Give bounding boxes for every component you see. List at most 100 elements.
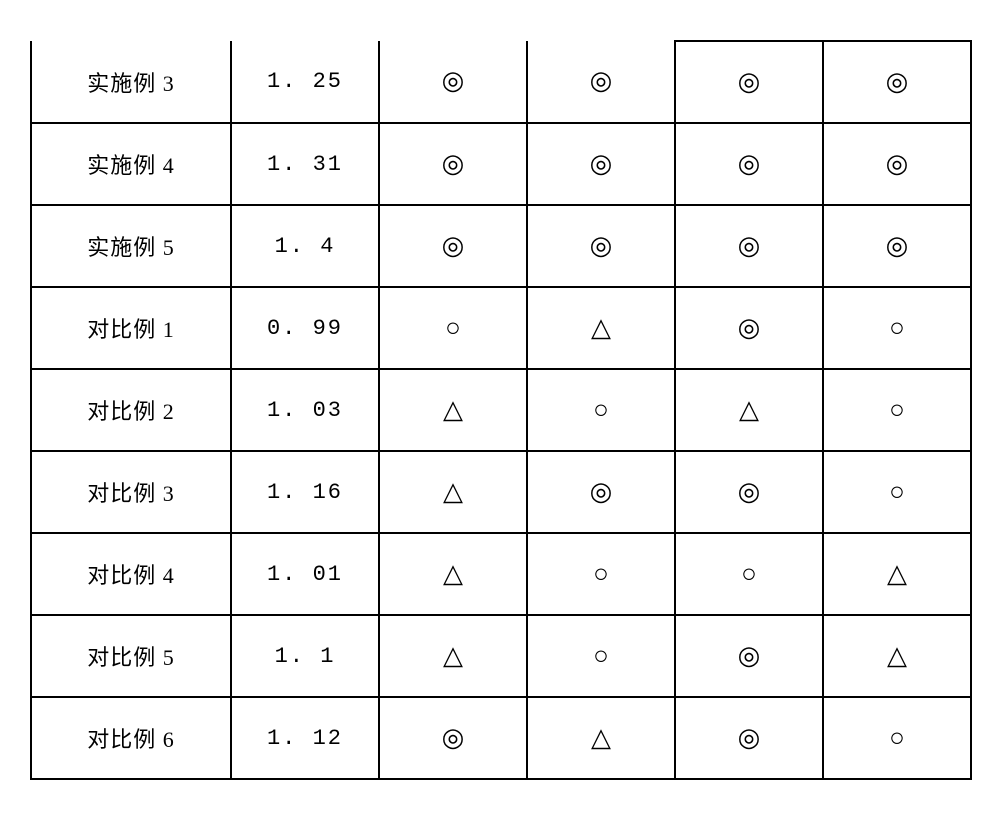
cell-symbol: ◎ xyxy=(675,615,823,697)
symbol: ◎ xyxy=(590,149,613,178)
cell-symbol: △ xyxy=(527,287,675,369)
symbol: △ xyxy=(887,641,907,670)
row-value: 1. 16 xyxy=(231,451,379,533)
symbol: ○ xyxy=(593,559,609,588)
table-row: 对比例 3 1. 16 △ ◎ ◎ ○ xyxy=(31,451,971,533)
symbol: ○ xyxy=(445,313,461,342)
cell-symbol: ◎ xyxy=(379,697,527,779)
symbol: △ xyxy=(591,723,611,752)
cell-symbol: ◎ xyxy=(527,123,675,205)
row-label: 实施例 4 xyxy=(31,123,231,205)
table-row: 对比例 4 1. 01 △ ○ ○ △ xyxy=(31,533,971,615)
cell-symbol: ○ xyxy=(527,533,675,615)
cell-symbol: ◎ xyxy=(823,205,971,287)
symbol: ◎ xyxy=(590,231,613,260)
cell-symbol: △ xyxy=(675,369,823,451)
symbol: ○ xyxy=(593,641,609,670)
cell-symbol: △ xyxy=(379,451,527,533)
cell-symbol: ◎ xyxy=(823,123,971,205)
symbol: ◎ xyxy=(442,149,465,178)
table-body: 实施例 3 1. 25 ◎ ◎ ◎ ◎ 实施例 4 1. 31 ◎ ◎ ◎ ◎ … xyxy=(31,41,971,779)
symbol: ◎ xyxy=(738,231,761,260)
row-value: 1. 4 xyxy=(231,205,379,287)
cell-symbol: △ xyxy=(379,615,527,697)
row-value: 1. 25 xyxy=(231,41,379,123)
row-value: 1. 12 xyxy=(231,697,379,779)
row-value: 1. 03 xyxy=(231,369,379,451)
table-row: 对比例 1 0. 99 ○ △ ◎ ○ xyxy=(31,287,971,369)
row-value: 0. 99 xyxy=(231,287,379,369)
row-value: 1. 01 xyxy=(231,533,379,615)
symbol: ◎ xyxy=(738,67,761,96)
symbol: ◎ xyxy=(442,723,465,752)
row-label: 对比例 1 xyxy=(31,287,231,369)
symbol: △ xyxy=(887,559,907,588)
table-row: 实施例 5 1. 4 ◎ ◎ ◎ ◎ xyxy=(31,205,971,287)
symbol: ◎ xyxy=(738,477,761,506)
data-table: 实施例 3 1. 25 ◎ ◎ ◎ ◎ 实施例 4 1. 31 ◎ ◎ ◎ ◎ … xyxy=(30,40,972,780)
symbol: △ xyxy=(739,395,759,424)
row-label: 对比例 5 xyxy=(31,615,231,697)
cell-symbol: ○ xyxy=(823,287,971,369)
cell-symbol: ◎ xyxy=(675,41,823,123)
symbol: △ xyxy=(591,313,611,342)
symbol: ◎ xyxy=(442,66,465,95)
cell-symbol: △ xyxy=(527,697,675,779)
row-label: 对比例 4 xyxy=(31,533,231,615)
symbol: △ xyxy=(443,559,463,588)
cell-symbol: ○ xyxy=(823,369,971,451)
cell-symbol: ◎ xyxy=(675,287,823,369)
symbol: ◎ xyxy=(886,67,909,96)
cell-symbol: ◎ xyxy=(379,41,527,123)
cell-symbol: ◎ xyxy=(379,123,527,205)
table-row: 对比例 2 1. 03 △ ○ △ ○ xyxy=(31,369,971,451)
cell-symbol: △ xyxy=(823,533,971,615)
cell-symbol: ◎ xyxy=(527,451,675,533)
cell-symbol: △ xyxy=(823,615,971,697)
row-label: 对比例 2 xyxy=(31,369,231,451)
symbol: ◎ xyxy=(738,313,761,342)
row-label: 实施例 5 xyxy=(31,205,231,287)
cell-symbol: ○ xyxy=(675,533,823,615)
cell-symbol: ○ xyxy=(823,451,971,533)
cell-symbol: △ xyxy=(379,369,527,451)
cell-symbol: ○ xyxy=(527,369,675,451)
symbol: ◎ xyxy=(590,477,613,506)
table-row: 对比例 5 1. 1 △ ○ ◎ △ xyxy=(31,615,971,697)
row-label: 对比例 3 xyxy=(31,451,231,533)
cell-symbol: ◎ xyxy=(675,697,823,779)
cell-symbol: ◎ xyxy=(675,205,823,287)
cell-symbol: ◎ xyxy=(675,451,823,533)
symbol: △ xyxy=(443,395,463,424)
symbol: ◎ xyxy=(886,149,909,178)
cell-symbol: ◎ xyxy=(379,205,527,287)
table-row: 实施例 3 1. 25 ◎ ◎ ◎ ◎ xyxy=(31,41,971,123)
symbol: ◎ xyxy=(738,641,761,670)
symbol: ○ xyxy=(889,723,905,752)
symbol: ○ xyxy=(889,395,905,424)
row-value: 1. 1 xyxy=(231,615,379,697)
cell-symbol: ○ xyxy=(527,615,675,697)
symbol: ◎ xyxy=(886,231,909,260)
symbol: ○ xyxy=(889,313,905,342)
symbol: ◎ xyxy=(738,149,761,178)
symbol: ◎ xyxy=(590,66,613,95)
symbol: ○ xyxy=(889,477,905,506)
cell-symbol: ◎ xyxy=(823,41,971,123)
row-label: 对比例 6 xyxy=(31,697,231,779)
cell-symbol: ◎ xyxy=(675,123,823,205)
symbol: ◎ xyxy=(738,723,761,752)
cell-symbol: ◎ xyxy=(527,205,675,287)
symbol: △ xyxy=(443,641,463,670)
symbol: △ xyxy=(443,477,463,506)
table-row: 实施例 4 1. 31 ◎ ◎ ◎ ◎ xyxy=(31,123,971,205)
cell-symbol: ○ xyxy=(379,287,527,369)
table-row: 对比例 6 1. 12 ◎ △ ◎ ○ xyxy=(31,697,971,779)
row-label: 实施例 3 xyxy=(31,41,231,123)
symbol: ◎ xyxy=(442,231,465,260)
row-value: 1. 31 xyxy=(231,123,379,205)
cell-symbol: △ xyxy=(379,533,527,615)
symbol: ○ xyxy=(741,559,757,588)
cell-symbol: ◎ xyxy=(527,41,675,123)
symbol: ○ xyxy=(593,395,609,424)
